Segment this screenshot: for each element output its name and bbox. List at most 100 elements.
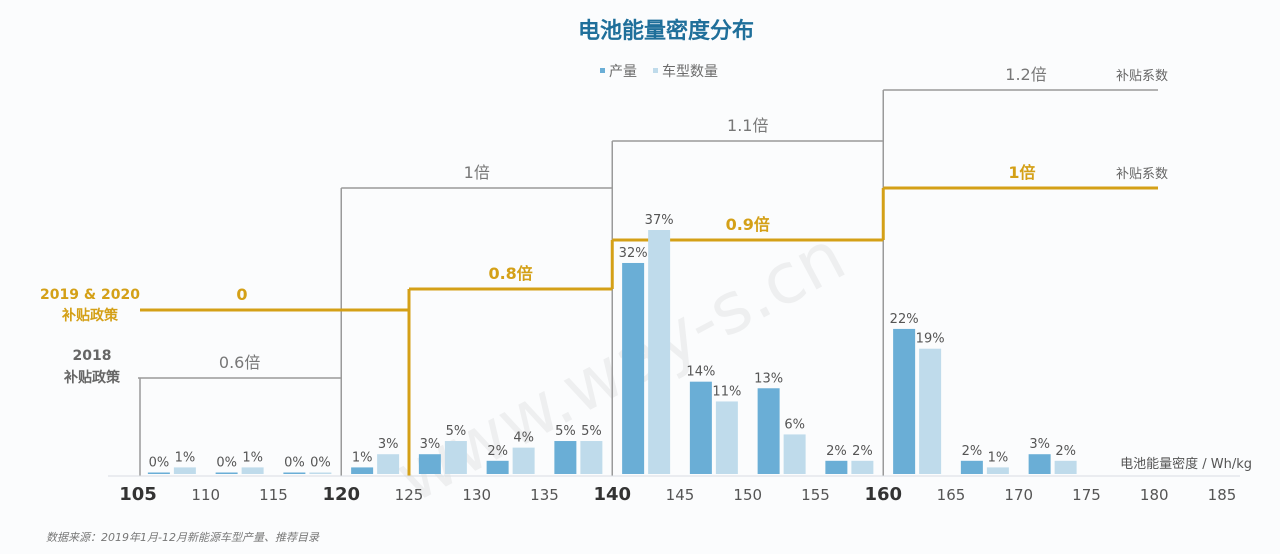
chart-title: 电池能量密度分布 <box>578 18 754 44</box>
legend-swatch-0 <box>600 68 605 73</box>
policy-2019-end-label: 补贴系数 <box>1116 167 1168 182</box>
value-label-110-115-产量: 0% <box>216 456 237 471</box>
value-label-120-125-产量: 1% <box>352 450 373 465</box>
x-tick-125: 125 <box>395 486 424 504</box>
value-label-160-165-产量: 22% <box>890 312 919 327</box>
x-axis-label: 电池能量密度 / Wh/kg <box>1120 456 1252 472</box>
x-tick-170: 170 <box>1004 486 1033 504</box>
legend: 产量 车型数量 <box>600 63 718 80</box>
bar-170-175-产量 <box>1028 454 1051 474</box>
value-label-160-165-车型数量: 19% <box>916 332 945 347</box>
bar-155-160-产量 <box>825 460 848 474</box>
bar-115-120-车型数量 <box>309 472 332 474</box>
bar-115-120-产量 <box>283 472 306 474</box>
x-tick-130: 130 <box>462 486 491 504</box>
x-tick-105: 105 <box>119 484 157 505</box>
bar-145-150-车型数量 <box>715 401 738 474</box>
bar-110-115-产量 <box>215 472 238 474</box>
value-label-135-140-车型数量: 5% <box>581 424 602 439</box>
x-tick-175: 175 <box>1072 486 1101 504</box>
x-tick-150: 150 <box>733 486 762 504</box>
legend-label-1: 车型数量 <box>662 63 718 80</box>
policy2019-label-0: 0 <box>236 285 247 304</box>
value-label-140-145-产量: 32% <box>619 246 648 261</box>
source-note: 数据来源：2019年1月-12月新能源车型产量、推荐目录 <box>46 531 320 544</box>
x-tick-165: 165 <box>937 486 966 504</box>
x-tick-160: 160 <box>864 484 902 505</box>
policy2019-label-2: 0.9倍 <box>726 215 770 234</box>
bar-165-170-车型数量 <box>986 467 1009 474</box>
bar-165-170-产量 <box>960 460 983 474</box>
bar-105-110-车型数量 <box>173 467 196 474</box>
value-label-115-120-车型数量: 0% <box>310 456 331 471</box>
policy-2019-name-line1: 2019 & 2020 <box>40 287 140 303</box>
bar-140-145-产量 <box>622 262 645 474</box>
bar-105-110-产量 <box>147 472 170 474</box>
bar-150-155-车型数量 <box>783 434 806 474</box>
x-tick-140: 140 <box>593 484 631 505</box>
policy2018-label-0: 0.6倍 <box>219 353 260 372</box>
value-label-130-135-产量: 2% <box>487 444 508 459</box>
bar-160-165-产量 <box>893 328 916 474</box>
value-label-165-170-产量: 2% <box>962 444 983 459</box>
bar-120-125-产量 <box>351 467 374 474</box>
policy2018-label-2: 1.1倍 <box>727 116 768 135</box>
bar-145-150-产量 <box>689 381 712 474</box>
bar-140-145-车型数量 <box>648 230 671 474</box>
bar-135-140-车型数量 <box>580 441 603 474</box>
x-tick-145: 145 <box>666 486 695 504</box>
value-label-115-120-产量: 0% <box>284 456 305 471</box>
value-label-140-145-车型数量: 37% <box>645 213 674 228</box>
value-label-135-140-产量: 5% <box>555 424 576 439</box>
value-label-125-130-车型数量: 5% <box>446 424 467 439</box>
policy-2019-steps: 0 0.8倍 0.9倍 1倍 <box>140 163 1158 476</box>
legend-label-0: 产量 <box>609 64 637 80</box>
value-label-105-110-车型数量: 1% <box>175 450 196 465</box>
policy-2019-name-line2: 补贴政策 <box>61 307 119 324</box>
bar-110-115-车型数量 <box>241 467 264 474</box>
value-label-130-135-车型数量: 4% <box>513 431 534 446</box>
bar-125-130-车型数量 <box>444 441 467 474</box>
x-tick-180: 180 <box>1140 486 1169 504</box>
policy2018-label-1: 1倍 <box>464 163 490 182</box>
x-tick-135: 135 <box>530 486 559 504</box>
policy-2018-name-line2: 补贴政策 <box>63 369 121 386</box>
value-label-150-155-产量: 13% <box>754 371 783 386</box>
legend-swatch-1 <box>653 68 658 73</box>
x-ticks: 105 110 115 120 125 130 135 140 145 150 155 160 165 1… <box>119 484 1236 505</box>
bar-160-165-车型数量 <box>919 348 942 474</box>
policy2018-label-3: 1.2倍 <box>1005 65 1046 84</box>
value-label-145-150-车型数量: 11% <box>712 384 741 399</box>
bar-155-160-车型数量 <box>851 460 874 474</box>
x-tick-120: 120 <box>322 484 360 505</box>
bars: 0% 1% 0% 1% 0% 0% 1% 3% 3% 5% 2% 4% 5% 5% 32% 37% 14% 11%… <box>147 213 1077 474</box>
x-tick-185: 185 <box>1208 486 1237 504</box>
bar-125-130-产量 <box>418 454 441 474</box>
bar-120-125-车型数量 <box>377 454 400 474</box>
value-label-165-170-车型数量: 1% <box>988 450 1009 465</box>
value-label-150-155-车型数量: 6% <box>784 417 805 432</box>
x-tick-155: 155 <box>801 486 830 504</box>
value-label-155-160-车型数量: 2% <box>852 444 873 459</box>
value-label-125-130-产量: 3% <box>420 437 441 452</box>
value-label-170-175-产量: 3% <box>1029 437 1050 452</box>
policy-2018-steps: 0.6倍 1倍 1.1倍 1.2倍 <box>138 65 1158 476</box>
policy2019-label-1: 0.8倍 <box>488 264 532 283</box>
value-label-120-125-车型数量: 3% <box>378 437 399 452</box>
value-label-145-150-产量: 14% <box>686 365 715 380</box>
value-label-155-160-产量: 2% <box>826 444 847 459</box>
bar-135-140-产量 <box>554 441 577 474</box>
value-label-170-175-车型数量: 2% <box>1055 444 1076 459</box>
bar-150-155-产量 <box>757 388 780 474</box>
x-tick-115: 115 <box>259 486 288 504</box>
policy-2018-end-label: 补贴系数 <box>1116 69 1168 84</box>
bar-170-175-车型数量 <box>1054 460 1077 474</box>
value-label-105-110-产量: 0% <box>149 456 170 471</box>
x-tick-110: 110 <box>191 486 220 504</box>
policy2019-label-3: 1倍 <box>1008 163 1035 182</box>
value-label-110-115-车型数量: 1% <box>242 450 263 465</box>
bar-130-135-车型数量 <box>512 447 535 474</box>
bar-130-135-产量 <box>486 460 509 474</box>
policy-2018-name-line1: 2018 <box>73 348 112 364</box>
